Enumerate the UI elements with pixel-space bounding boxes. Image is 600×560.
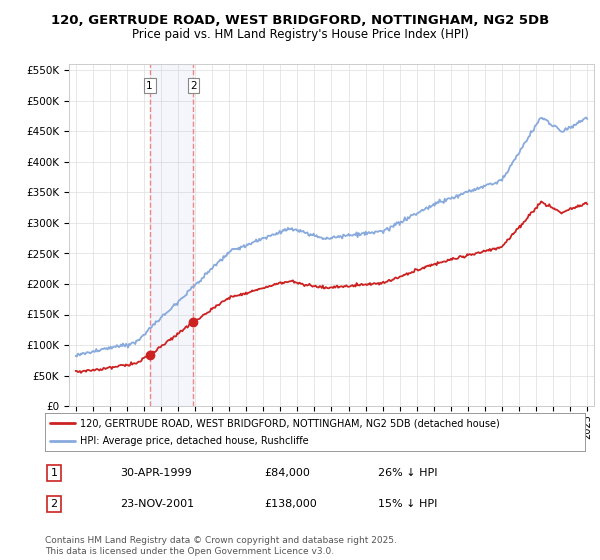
Text: 2: 2: [190, 81, 197, 91]
Text: £84,000: £84,000: [264, 468, 310, 478]
Text: 30-APR-1999: 30-APR-1999: [120, 468, 192, 478]
Text: £138,000: £138,000: [264, 499, 317, 509]
Text: 23-NOV-2001: 23-NOV-2001: [120, 499, 194, 509]
Text: Contains HM Land Registry data © Crown copyright and database right 2025.
This d: Contains HM Land Registry data © Crown c…: [45, 536, 397, 556]
Bar: [149, 64, 193, 406]
Text: 120, GERTRUDE ROAD, WEST BRIDGFORD, NOTTINGHAM, NG2 5DB: 120, GERTRUDE ROAD, WEST BRIDGFORD, NOTT…: [51, 14, 549, 27]
Text: 120, GERTRUDE ROAD, WEST BRIDGFORD, NOTTINGHAM, NG2 5DB (detached house): 120, GERTRUDE ROAD, WEST BRIDGFORD, NOTT…: [80, 418, 500, 428]
Text: 15% ↓ HPI: 15% ↓ HPI: [378, 499, 437, 509]
Text: HPI: Average price, detached house, Rushcliffe: HPI: Average price, detached house, Rush…: [80, 436, 309, 446]
Text: Price paid vs. HM Land Registry's House Price Index (HPI): Price paid vs. HM Land Registry's House …: [131, 28, 469, 41]
Text: 1: 1: [50, 468, 58, 478]
Text: 26% ↓ HPI: 26% ↓ HPI: [378, 468, 437, 478]
Text: 1: 1: [146, 81, 153, 91]
Text: 2: 2: [50, 499, 58, 509]
